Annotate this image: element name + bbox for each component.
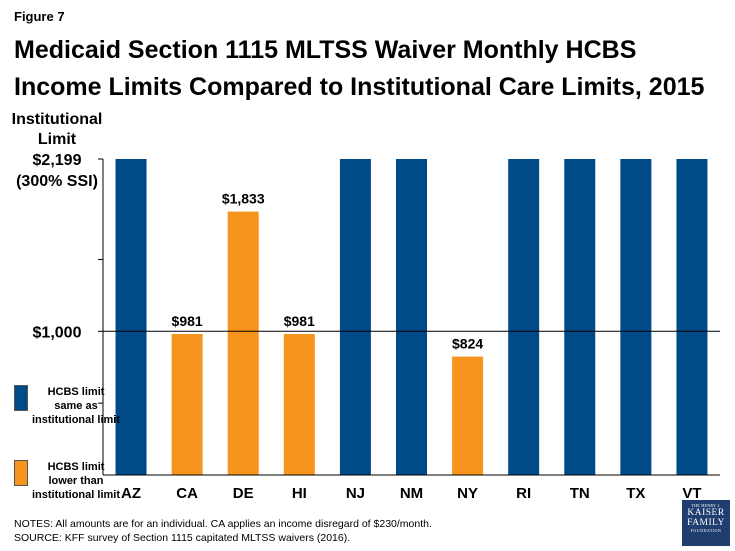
legend-label-lower: HCBS limit lower than institutional limi… [32,461,120,501]
title-line-1: Medicaid Section 1115 MLTSS Waiver Month… [14,36,637,64]
notes-line: NOTES: All amounts are for an individual… [14,518,432,530]
x-tick-label: VT [682,485,701,502]
bar-hi [283,334,315,475]
bar-az [115,159,147,475]
y-tick-sublabel: (300% SSI) [16,173,98,190]
logo-line-2: KAISER [687,508,725,518]
legend-label-same: HCBS limit same as institutional limit [32,386,120,426]
bar-de [227,211,259,475]
bar-nm [396,159,427,475]
x-tick-label: NJ [346,485,365,502]
logo-line-1: THE HENRY J. [691,503,721,508]
y-tick-label: $2,199 [33,152,82,169]
x-tick-label: NY [457,485,478,502]
x-tick-label: AZ [121,485,141,502]
x-tick-label: TX [626,485,645,502]
data-label: $1,833 [222,191,265,207]
logo-line-3: FAMILY [687,518,725,528]
figure-label: Figure 7 [14,9,65,24]
bar-vt [676,159,708,475]
x-tick-label: NM [400,485,423,502]
bar-ny [452,356,484,475]
logo-line-4: FOUNDATION [690,528,722,533]
bar-nj [339,159,371,475]
bar-tx [620,159,652,475]
data-label: $981 [284,313,315,329]
legend-swatch-same [14,385,28,411]
x-tick-label: DE [233,485,254,502]
legend-swatch-lower [14,460,28,486]
title-line-2: Income Limits Compared to Institutional … [14,73,705,101]
bar-tn [564,159,596,475]
x-tick-label: HI [292,485,307,502]
source-line: SOURCE: KFF survey of Section 1115 capit… [14,532,351,544]
x-tick-label: CA [176,485,198,502]
bar-ca [171,334,203,475]
notes: NOTES: All amounts are for an individual… [14,517,432,545]
x-tick-label: RI [516,485,531,502]
x-tick-label: TN [570,485,590,502]
data-label: $981 [172,313,203,329]
data-label: $824 [452,336,483,352]
kff-logo: THE HENRY J. KAISER FAMILY FOUNDATION [682,500,730,546]
bar-ri [508,159,540,475]
y-axis-label: Institutional [12,111,103,128]
chart-title: Medicaid Section 1115 MLTSS Waiver Month… [14,32,724,106]
y-tick-label: $1,000 [33,324,82,341]
y-axis-label: Limit [38,131,77,148]
